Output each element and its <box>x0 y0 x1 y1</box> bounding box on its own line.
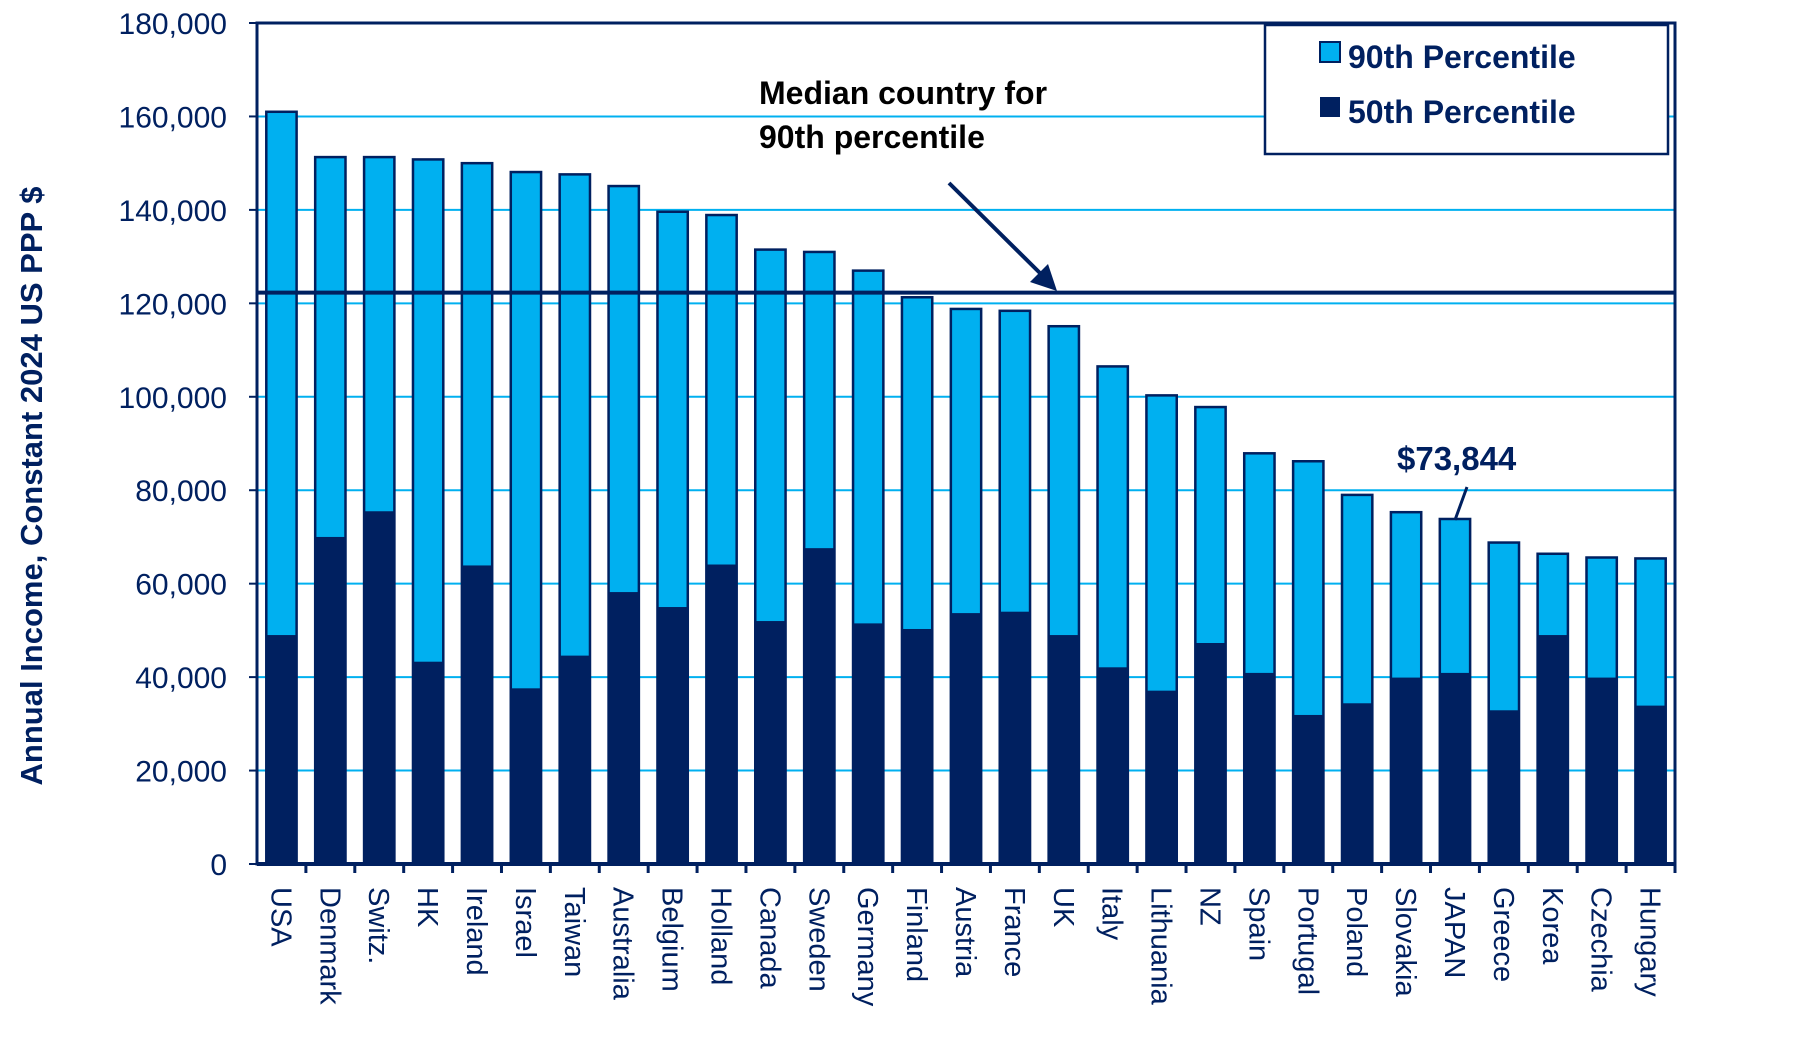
bar-50th-hungary <box>1635 705 1666 864</box>
category-label: HK <box>411 887 443 928</box>
category-labels: USA Denmark Switz. HK Ireland Israel Taiwan Aus… <box>264 887 1665 1007</box>
bar-50th-canada <box>755 621 786 864</box>
bar-50th-taiwan <box>559 655 590 864</box>
bar-50th-israel <box>510 688 542 864</box>
category-label: Poland <box>1340 887 1372 977</box>
annotation-arrow <box>947 181 1047 280</box>
category-label: Korea <box>1536 887 1568 965</box>
bar-50th-portugal <box>1293 714 1324 864</box>
category-label: USA <box>264 887 296 947</box>
bar-50th-finland <box>901 628 933 864</box>
bar-50th-belgium <box>657 607 688 864</box>
category-label: Greece <box>1487 887 1519 982</box>
category-label: Hungary <box>1634 887 1666 997</box>
category-label: Spain <box>1242 887 1274 961</box>
bar-50th-lithuania <box>1146 690 1177 864</box>
category-label: Holland <box>705 887 737 985</box>
bar-50th-usa <box>266 635 297 864</box>
y-tick-label: 20,000 <box>135 756 227 789</box>
y-tick-label: 180,000 <box>119 8 227 41</box>
arrow-head-icon <box>1030 264 1057 291</box>
category-label: UK <box>1047 887 1079 928</box>
y-tick-label: 140,000 <box>119 195 227 228</box>
y-tick-label: 40,000 <box>135 662 227 695</box>
legend-label-50th: 50th Percentile <box>1348 94 1576 130</box>
category-label: Switz. <box>362 887 394 964</box>
legend-swatch-90th <box>1319 41 1341 63</box>
y-tick-label: 80,000 <box>135 475 227 508</box>
category-label: Ireland <box>460 887 492 976</box>
bar-50th-austria <box>950 613 982 864</box>
category-label: France <box>998 887 1030 977</box>
bar-50th-uk <box>1048 635 1079 864</box>
bar-50th-italy <box>1097 667 1128 864</box>
y-tick-label: 60,000 <box>135 569 227 602</box>
y-tick-labels: 0 20,000 40,000 60,000 80,000 100,000 120,000 1… <box>119 8 227 882</box>
callout-leader <box>1453 486 1469 521</box>
japan-callout-label: $73,844 <box>1397 440 1517 477</box>
y-tick-label: 120,000 <box>119 288 227 321</box>
bar-50th-ireland <box>461 565 493 864</box>
legend-label-90th: 90th Percentile <box>1348 39 1576 75</box>
bar-50th-slovakia <box>1390 677 1422 864</box>
bar-50th-spain <box>1244 672 1275 864</box>
bar-50th-denmark <box>315 536 346 864</box>
reference-annotation-line1: Median country for <box>759 75 1047 111</box>
category-label: Australia <box>607 887 639 1001</box>
bar-50th-czechia <box>1586 677 1617 864</box>
category-label: Belgium <box>656 887 688 992</box>
y-axis-label: Annual Income, Constant 2024 US PPP $ <box>14 187 49 786</box>
bar-50th-sweden <box>804 548 835 864</box>
category-label: Slovakia <box>1389 887 1421 997</box>
bar-50th-france <box>999 611 1031 864</box>
bar-50th-germany <box>853 623 884 864</box>
category-label: Israel <box>509 887 541 958</box>
category-label: Sweden <box>802 887 834 992</box>
y-tick-label: 100,000 <box>119 382 227 415</box>
category-label: NZ <box>1193 887 1225 926</box>
legend: 90th Percentile 50th Percentile <box>1263 23 1670 156</box>
category-label: Lithuania <box>1145 887 1177 1006</box>
bar-50th-korea <box>1537 635 1568 864</box>
category-label: JAPAN <box>1438 887 1470 978</box>
category-label: Italy <box>1096 887 1128 941</box>
reference-annotation-line2: 90th percentile <box>759 119 985 155</box>
bar-50th-nz <box>1195 643 1226 864</box>
y-tick-label: 160,000 <box>119 101 227 134</box>
y-tick-label: 0 <box>210 849 227 882</box>
bar-50th-greece <box>1488 710 1520 864</box>
bar-50th-australia <box>608 592 639 864</box>
legend-swatch-50th <box>1320 97 1340 117</box>
category-label: Portugal <box>1291 887 1323 995</box>
bar-50th-japan <box>1439 672 1471 864</box>
bar-50th-holland <box>706 564 737 864</box>
category-label: Taiwan <box>558 887 590 977</box>
bars <box>265 110 1667 866</box>
category-label: Finland <box>900 887 932 982</box>
bar-50th-poland <box>1342 703 1373 864</box>
category-label: Denmark <box>313 887 345 1005</box>
category-label: Austria <box>949 887 981 978</box>
axes <box>249 21 1677 873</box>
category-label: Germany <box>851 887 883 1007</box>
category-label: Czechia <box>1585 887 1617 993</box>
bar-50th-hk <box>412 661 444 864</box>
category-label: Canada <box>753 887 785 989</box>
bar-50th-switz <box>364 511 395 864</box>
